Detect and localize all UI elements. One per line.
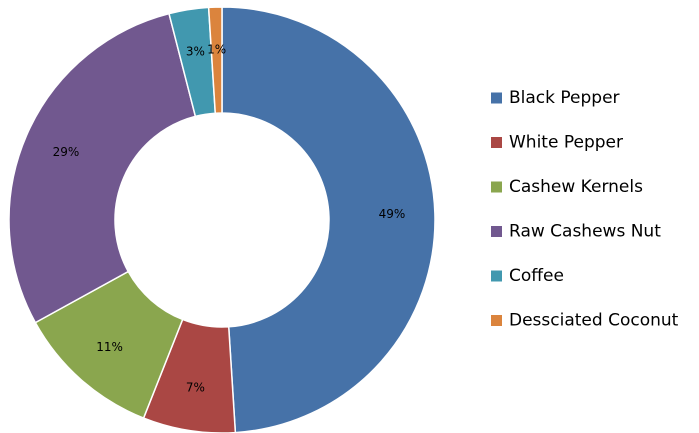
legend-label-white-pepper: White Pepper [509,133,623,153]
legend: Black Pepper White Pepper Cashew Kernels Ra… [491,88,679,331]
legend-swatch-black-pepper [491,92,502,104]
data-label-black-pepper: 49% [379,207,406,221]
legend-label-coffee: Coffee [509,266,564,286]
legend-swatch-white-pepper [491,137,502,148]
data-label-raw-cashews-nut: 29% [53,145,80,159]
data-label-dessciated-coconut: 1% [207,43,226,57]
donut-slices [8,6,436,433]
legend-label-dessciated-coconut: Dessciated Coconut [509,311,679,331]
data-labels: 49% 7% 11% 29% 3% 1% [53,43,406,395]
data-label-cashew-kernels: 11% [96,340,123,354]
legend-label-cashew-kernels: Cashew Kernels [509,177,643,197]
slice-raw-cashews-nut [8,12,197,324]
data-label-coffee: 3% [186,45,205,59]
legend-label-raw-cashews-nut: Raw Cashews Nut [509,222,661,242]
legend-swatch-raw-cashews-nut [491,226,502,237]
data-label-white-pepper: 7% [186,380,205,394]
legend-swatch-cashew-kernels [491,181,502,193]
legend-swatch-dessciated-coconut [491,315,502,326]
legend-swatch-coffee [491,270,502,282]
slice-dessciated-coconut [207,6,223,115]
legend-label-black-pepper: Black Pepper [509,88,620,108]
slice-black-pepper [221,6,436,433]
